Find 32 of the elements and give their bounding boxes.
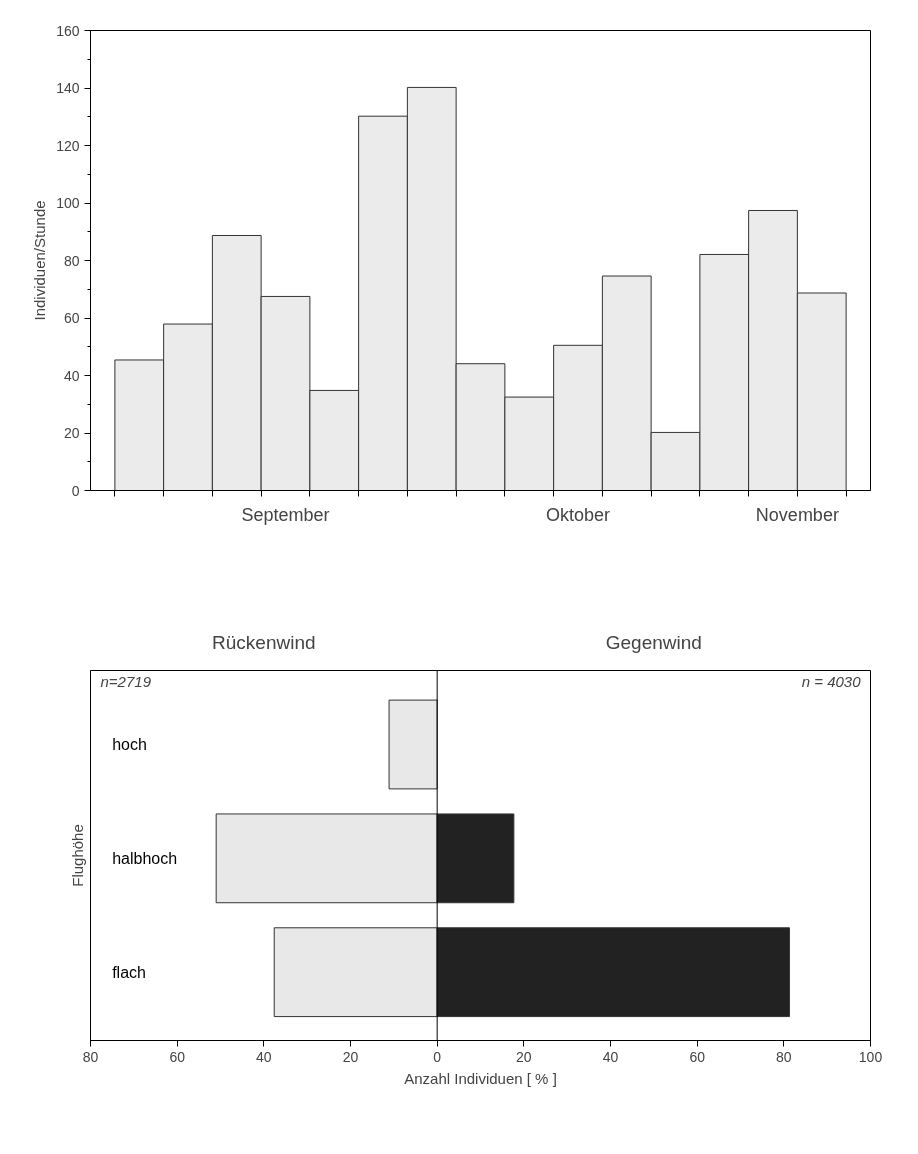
y-axis-title: Flughöhe — [68, 824, 86, 887]
y-tick-label: 140 — [56, 80, 80, 96]
x-tick-label: 80 — [776, 1048, 792, 1065]
annotation: n = 4030 — [801, 673, 862, 691]
x-axis-title: Anzahl Individuen [ % ] — [404, 1069, 557, 1087]
text: September — [241, 504, 330, 525]
x-tick-label: 60 — [169, 1048, 186, 1065]
y-tick-label: 80 — [63, 252, 80, 269]
y-tick-label: flach — [112, 963, 146, 981]
y-tick-label: 160 — [56, 22, 80, 39]
text: Oktober — [545, 504, 611, 525]
y-tick-label: 40 — [63, 367, 80, 384]
x-tick-label: 60 — [689, 1048, 706, 1065]
x-tick-label: 40 — [256, 1048, 272, 1065]
y-tick-label: halbhoch — [112, 849, 178, 867]
y-tick-label: 20 — [63, 425, 80, 441]
x-tick-label: 100 — [858, 1048, 883, 1065]
text: Gegenwind — [605, 631, 702, 653]
text: November — [755, 504, 839, 525]
y-tick-label: 100 — [56, 195, 80, 211]
x-tick-label: 20 — [516, 1048, 532, 1065]
y-tick-label: 120 — [56, 137, 80, 154]
x-tick-label: 40 — [602, 1048, 619, 1065]
annotation: n=2719 — [100, 673, 152, 691]
y-tick-label: 60 — [63, 310, 80, 326]
x-tick-label: 20 — [342, 1048, 359, 1065]
x-tick-label: 0 — [433, 1048, 442, 1065]
text: Rückenwind — [212, 631, 316, 653]
y-axis-title: Individuen/Stunde — [31, 200, 49, 321]
y-tick-label: 0 — [71, 482, 80, 499]
x-tick-label: 80 — [82, 1048, 99, 1065]
y-tick-label: hoch — [112, 736, 147, 753]
